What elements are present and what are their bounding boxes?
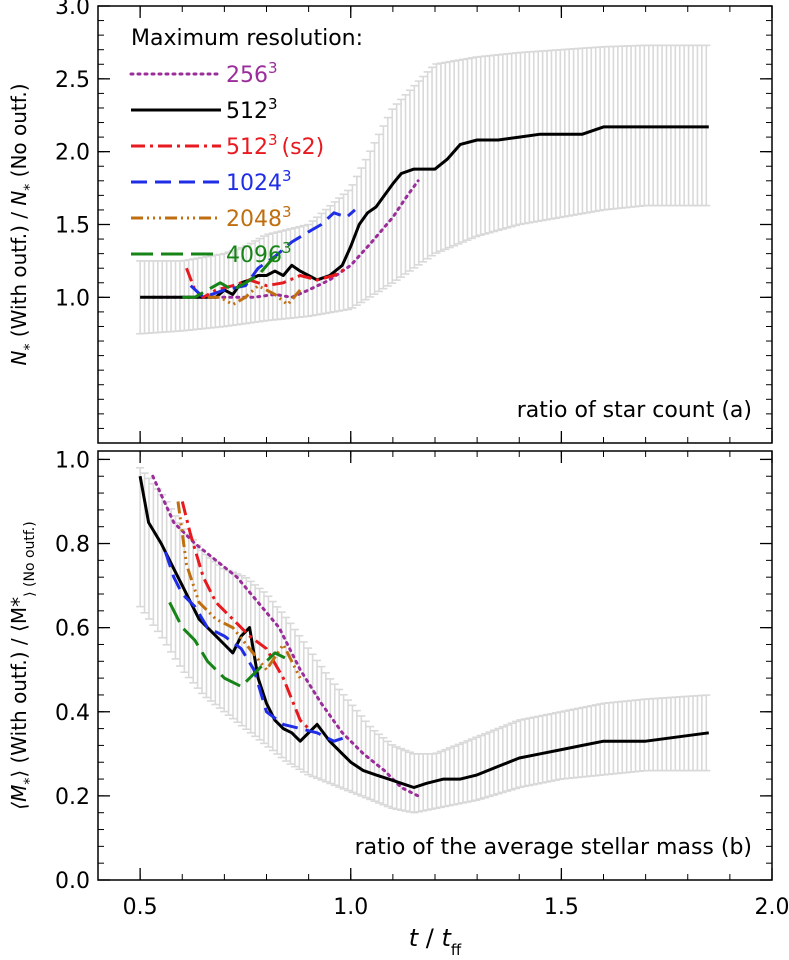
legend-label-res512: 5123 — [226, 95, 278, 124]
ylabel-text: (No outf.) — [7, 83, 31, 183]
ylabel-text: (With outf.) / — [7, 206, 31, 344]
series-line-res1024-b — [163, 551, 347, 743]
plot-frame-b — [97, 450, 773, 881]
series-line-res256-b — [151, 474, 420, 798]
y-axis-label-a: N* (With outf.) / N* (No outf.) — [7, 83, 38, 365]
y-tick-label: 1.5 — [55, 214, 90, 239]
y-tick-label: 3.0 — [55, 0, 90, 20]
y-tick-label: 0.0 — [55, 869, 90, 894]
panel-a: 1.0 1.5 2.0 2.5 3.0 Maximum resolution: 2563 5… — [7, 0, 773, 444]
legend-label-res256: 2563 — [226, 59, 278, 88]
y-tick-label: 2.0 — [55, 141, 90, 166]
y-tick-label: 0.8 — [55, 533, 90, 558]
series-lines-a — [140, 125, 709, 307]
legend-label-res4096: 40963 — [226, 239, 292, 268]
legend-label-res2048: 20483 — [226, 203, 292, 232]
series-line-res4096-a — [182, 249, 285, 299]
ylabel-symbol: * — [7, 597, 31, 607]
legend: Maximum resolution: 2563 5123 5123 (s2) 10243… — [129, 26, 363, 268]
series-line-res4096-b — [168, 601, 293, 688]
panel-b: 0.5 1.0 1.5 2.0 0.0 0.2 0.4 0.6 0.8 1.0 ratio of … — [7, 448, 789, 920]
ylabel-symbol: N — [7, 351, 31, 366]
ticks-a: 1.0 1.5 2.0 2.5 3.0 — [55, 0, 773, 444]
x-tick-label: 2.0 — [755, 895, 789, 920]
legend-title: Maximum resolution: — [131, 26, 363, 51]
y-tick-label: 0.4 — [55, 701, 90, 726]
x-tick-label: 1.0 — [333, 895, 368, 920]
legend-label-res1024: 10243 — [226, 167, 292, 196]
y-tick-label: 2.5 — [55, 68, 90, 93]
ticks-b: 0.5 1.0 1.5 2.0 0.0 0.2 0.4 0.6 0.8 1.0 — [55, 448, 789, 920]
x-tick-label: 1.5 — [544, 895, 579, 920]
ylabel-sub: * — [22, 184, 38, 191]
series-line-res2048-a — [207, 284, 302, 307]
y-tick-label: 1.0 — [55, 448, 90, 473]
series-lines-b — [138, 474, 709, 798]
series-line-res512-b — [138, 475, 709, 789]
series-line-res1024-a — [189, 208, 356, 299]
y-axis-label-b: ⟨M*⟩ (With outf.) / ⟨M*⟩ (No outf.) — [7, 521, 38, 809]
annotation-a: ratio of star count (a) — [517, 398, 752, 423]
series-line-res512s2-b — [180, 501, 310, 730]
ylabel-text: ⟩ (With outf.) / ⟨M — [7, 607, 31, 778]
annotation-b: ratio of the average stellar mass (b) — [355, 835, 752, 860]
y-tick-label: 1.0 — [55, 286, 90, 311]
ylabel-sub: * — [22, 344, 38, 351]
y-tick-label: 0.2 — [55, 785, 90, 810]
errorbars-b — [136, 467, 711, 814]
ylabel-sub: ⟩ (No outf.) — [22, 521, 38, 597]
ylabel-symbol: ⟨M — [7, 785, 31, 810]
x-tick-label: 0.5 — [123, 895, 158, 920]
series-line-res512-a — [140, 125, 709, 299]
ylabel-sub: * — [22, 778, 38, 785]
legend-label-res512s2: 5123 (s2) — [226, 131, 324, 160]
y-tick-label: 0.6 — [55, 617, 90, 642]
ylabel-symbol: N — [7, 191, 31, 206]
x-axis-label: t / tff — [409, 924, 462, 959]
